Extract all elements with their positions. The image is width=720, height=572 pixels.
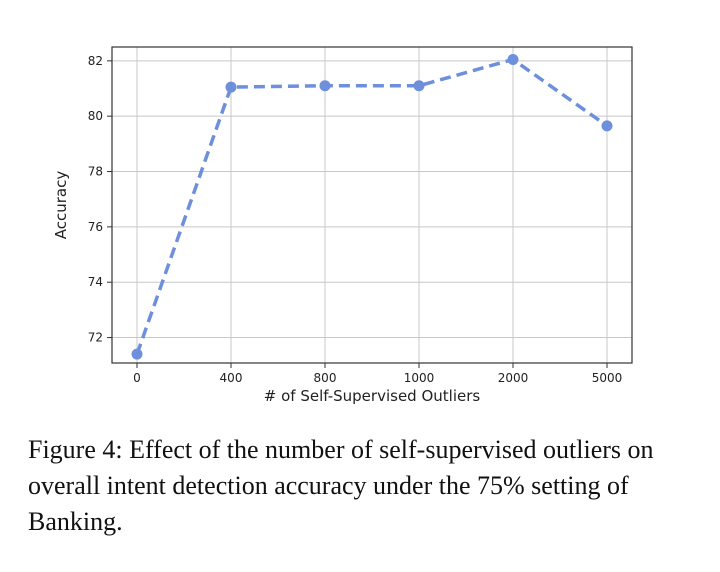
y-axis-ticks: 72 74 76 78 80 82 [88, 54, 112, 345]
y-tick-label: 80 [88, 109, 103, 123]
data-point [131, 348, 143, 360]
data-point [319, 80, 331, 92]
y-tick-label: 72 [88, 331, 103, 345]
data-point [413, 80, 425, 92]
data-point [507, 53, 519, 65]
y-tick-label: 78 [88, 165, 103, 179]
y-tick-label: 76 [88, 220, 103, 234]
x-tick-label: 2000 [498, 371, 529, 385]
x-tick-label: 5000 [592, 371, 623, 385]
x-tick-label: 800 [314, 371, 337, 385]
x-tick-label: 1000 [404, 371, 435, 385]
plot-frame [111, 46, 633, 364]
y-axis-label: Accuracy [52, 171, 70, 240]
y-tick-label: 74 [88, 275, 103, 289]
data-point [601, 120, 613, 132]
accuracy-series-line [135, 57, 609, 355]
x-axis-ticks: 0 400 800 1000 2000 5000 [133, 363, 622, 385]
grid-lines [112, 47, 632, 363]
accuracy-series [131, 53, 613, 360]
y-tick-label: 82 [88, 54, 103, 68]
data-point [225, 81, 237, 93]
x-axis-label: # of Self-Supervised Outliers [264, 387, 481, 405]
accuracy-line-chart: 72 74 76 78 80 82 0 400 800 1000 2000 5000 # of Se… [52, 46, 633, 405]
x-tick-label: 0 [133, 371, 141, 385]
x-tick-label: 400 [220, 371, 243, 385]
figure-caption: Figure 4: Effect of the number of self-s… [28, 435, 654, 536]
